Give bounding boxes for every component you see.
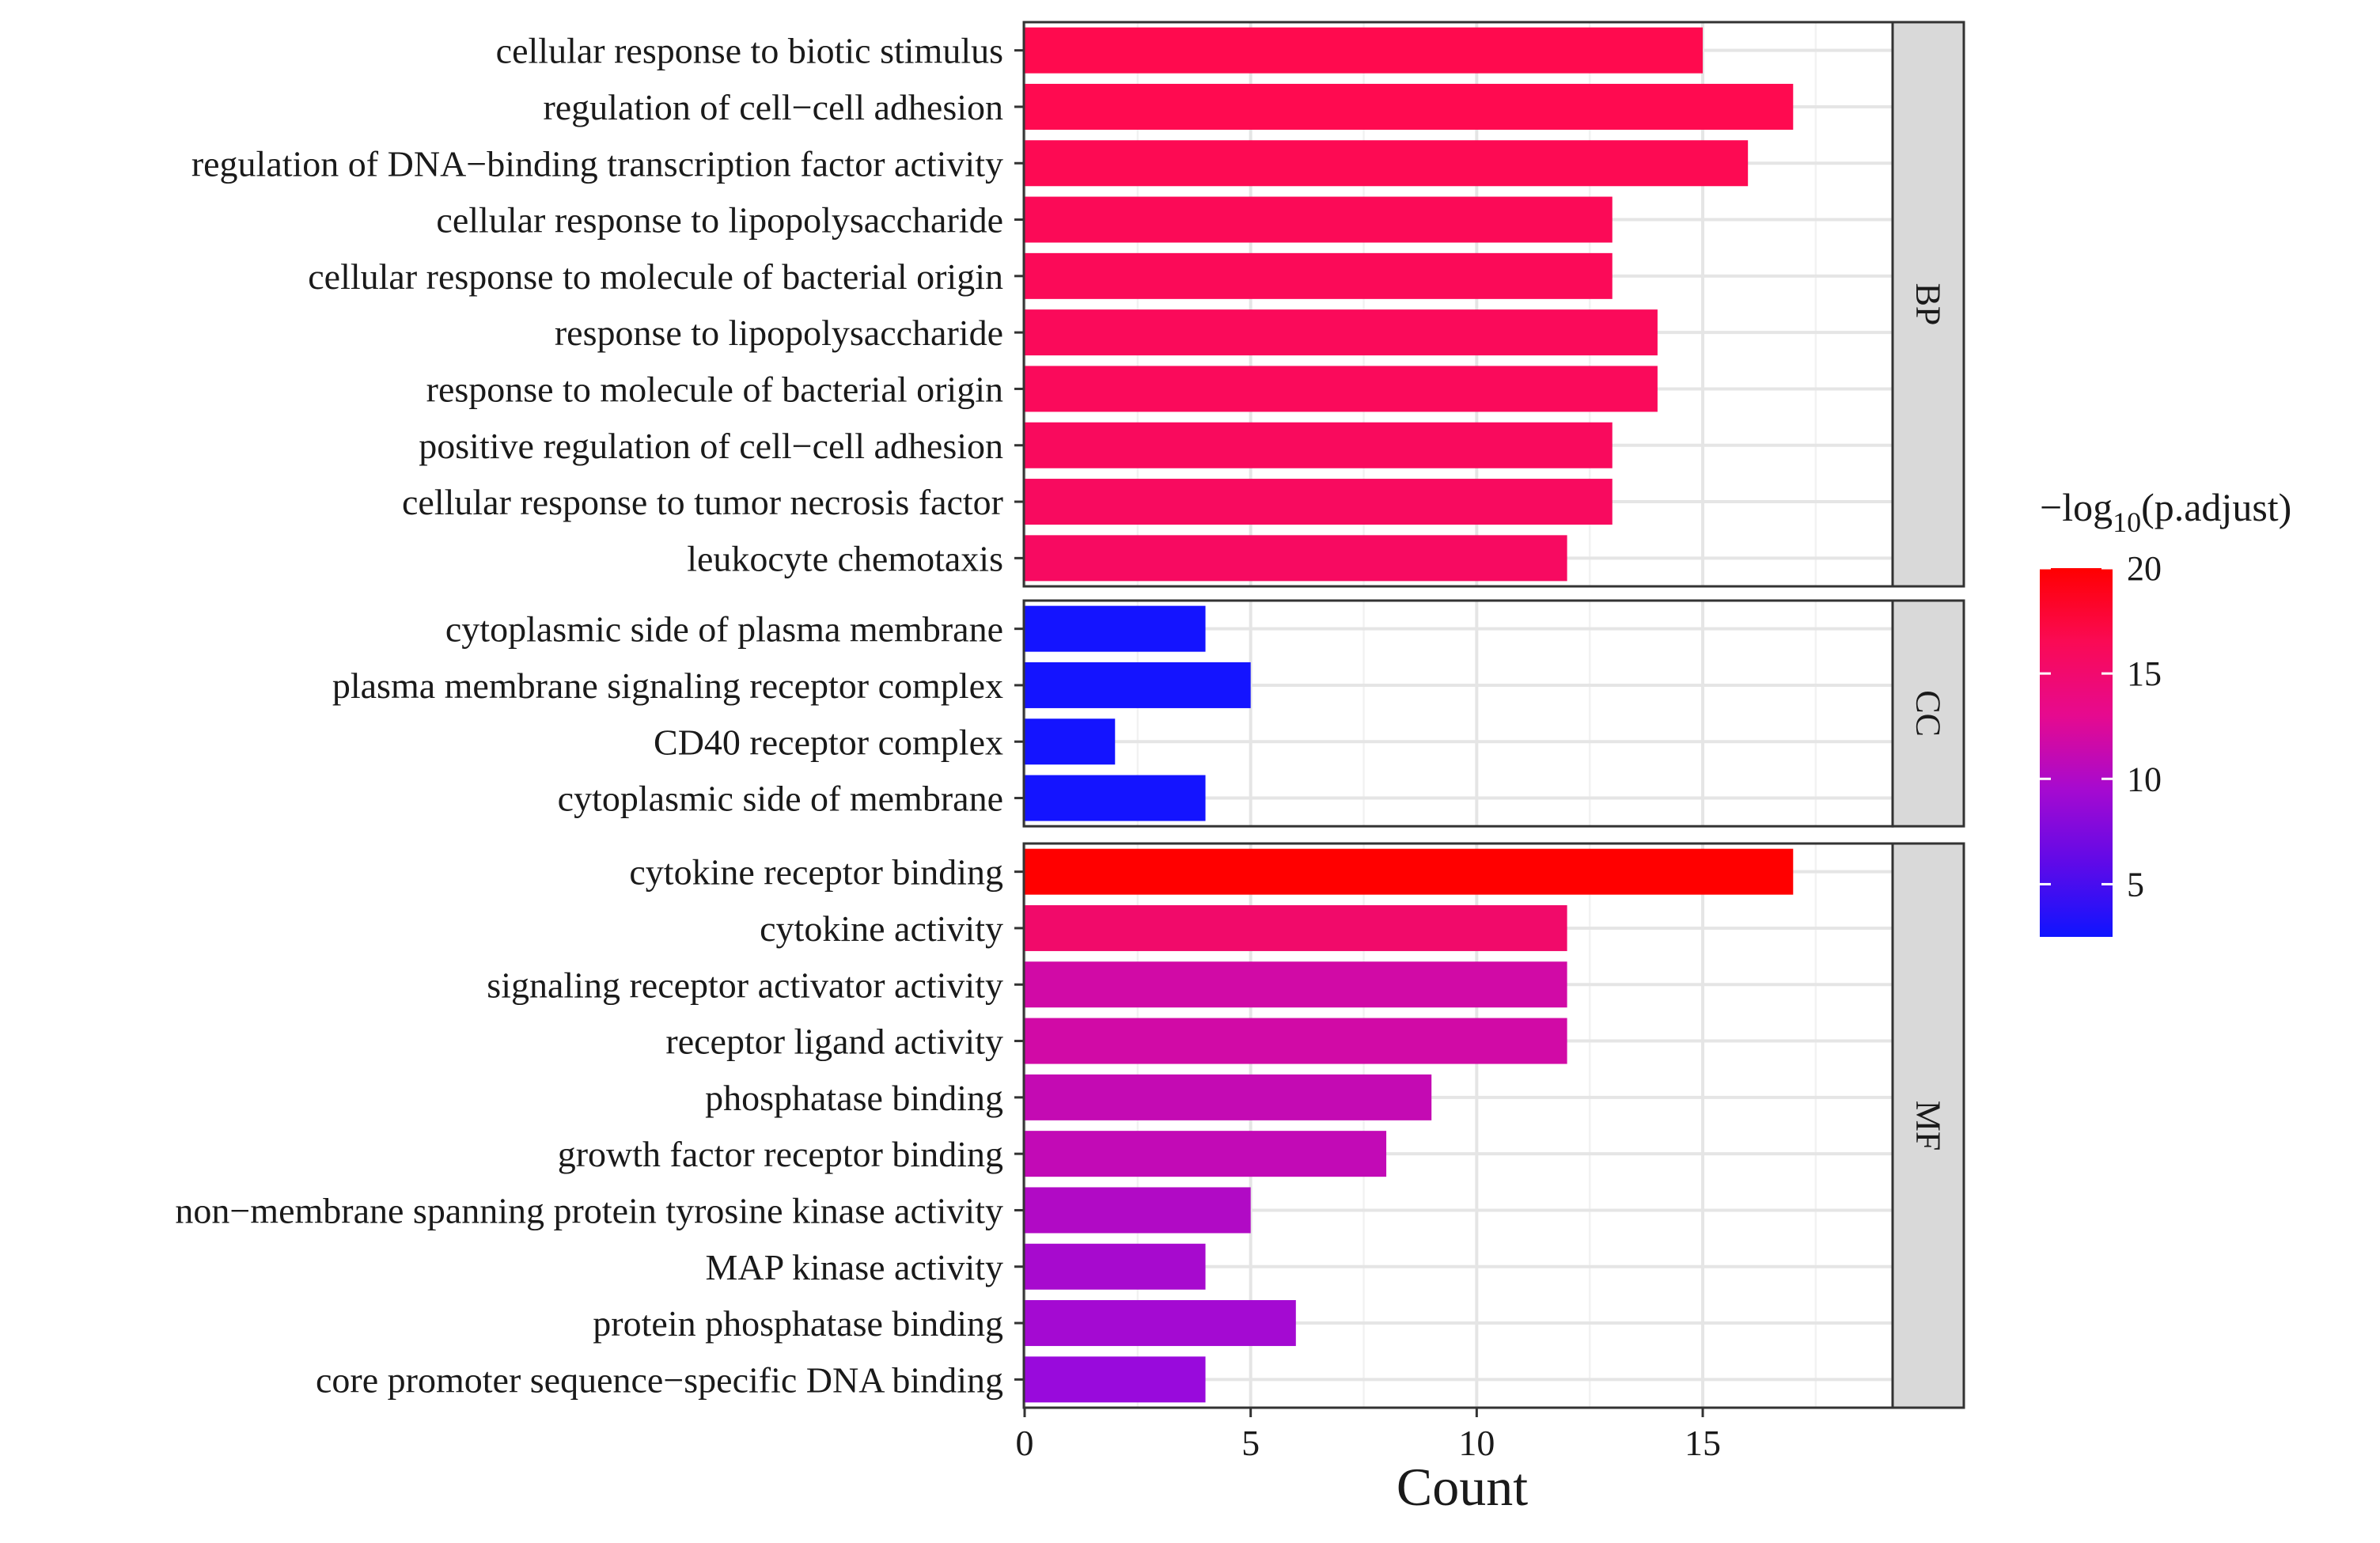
bar-cc-1	[1025, 662, 1251, 708]
y-tick-label: leukocyte chemotaxis	[687, 538, 1003, 578]
x-tick-label: 15	[1685, 1423, 1721, 1463]
facet-panel-mf: cytokine receptor binding cytokine activi…	[175, 842, 1965, 1409]
y-tick-label: regulation of cell−cell adhesion	[543, 87, 1003, 127]
bar-bp-9	[1025, 535, 1567, 582]
y-tick-label: phosphatase binding	[705, 1078, 1003, 1118]
y-tick-label: regulation of DNA−binding transcription …	[191, 143, 1003, 184]
facet-strip-label: CC	[1909, 690, 1948, 737]
y-tick-label: cellular response to molecule of bacteri…	[308, 256, 1003, 297]
bar-mf-9	[1025, 1356, 1206, 1403]
bar-bp-5	[1025, 309, 1658, 356]
legend-tick-label: 10	[2127, 760, 2162, 798]
bar-bp-4	[1025, 252, 1613, 299]
bar-bp-7	[1025, 422, 1613, 468]
y-tick-label: growth factor receptor binding	[558, 1134, 1003, 1174]
legend-colorbar	[2040, 568, 2113, 937]
y-tick-label: cytokine activity	[760, 908, 1003, 949]
bar-bp-3	[1025, 196, 1613, 243]
legend-title-suffix: (p.adjust)	[2141, 485, 2291, 529]
y-tick-label: response to molecule of bacterial origin	[426, 369, 1003, 409]
y-tick-label: positive regulation of cell−cell adhesio…	[419, 426, 1003, 466]
x-tick-label: 0	[1016, 1423, 1034, 1463]
facet-panel-bp: cellular response to biotic stimulus regu…	[191, 21, 1965, 588]
bar-bp-0	[1025, 27, 1704, 74]
y-tick-label: cytoplasmic side of membrane	[558, 779, 1003, 819]
bar-mf-4	[1025, 1074, 1432, 1120]
bar-mf-0	[1025, 848, 1794, 895]
y-tick-label: cellular response to biotic stimulus	[496, 31, 1003, 71]
facet-panel-cc: cytoplasmic side of plasma membrane plasm…	[332, 599, 1965, 828]
facet-panels: cellular response to biotic stimulus regu…	[175, 21, 1965, 1409]
bar-cc-3	[1025, 775, 1206, 821]
legend-title-subscript: 10	[2113, 506, 2141, 538]
bar-mf-5	[1025, 1131, 1387, 1177]
facet-strip-label: BP	[1909, 283, 1948, 326]
y-tick-label: response to lipopolysaccharide	[555, 313, 1003, 353]
x-tick-label: 5	[1241, 1423, 1260, 1463]
bar-mf-1	[1025, 904, 1567, 951]
bar-bp-6	[1025, 366, 1658, 412]
legend-title: −log10(p.adjust)	[2040, 485, 2291, 538]
y-tick-label: cytokine receptor binding	[629, 852, 1003, 893]
y-tick-label: MAP kinase activity	[706, 1247, 1003, 1287]
facet-strip	[1891, 21, 1965, 588]
legend-tick-label: 15	[2127, 654, 2162, 693]
legend-title-prefix: −log	[2040, 485, 2113, 529]
bar-mf-2	[1025, 961, 1567, 1008]
bar-bp-2	[1025, 140, 1749, 187]
bar-bp-8	[1025, 479, 1613, 525]
bar-cc-2	[1025, 718, 1116, 765]
legend-ticks: 5 10 15 20	[2040, 549, 2162, 904]
bar-mf-7	[1025, 1243, 1206, 1290]
y-tick-label: non−membrane spanning protein tyrosine k…	[175, 1190, 1003, 1230]
y-tick-label: plasma membrane signaling receptor compl…	[332, 665, 1003, 706]
y-tick-label: protein phosphatase binding	[593, 1303, 1003, 1344]
x-axis-label: Count	[1397, 1457, 1528, 1517]
bar-bp-1	[1025, 83, 1794, 130]
y-tick-label: cellular response to lipopolysaccharide	[436, 200, 1003, 241]
x-tick-label: 10	[1458, 1423, 1495, 1463]
bar-mf-6	[1025, 1187, 1251, 1234]
y-tick-label: cellular response to tumor necrosis fact…	[402, 482, 1003, 522]
facet-strip-label: MF	[1909, 1101, 1948, 1151]
y-tick-label: cytoplasmic side of plasma membrane	[445, 609, 1003, 650]
facet-strip	[1891, 599, 1965, 828]
y-tick-label: signaling receptor activator activity	[487, 965, 1003, 1005]
y-tick-label: receptor ligand activity	[665, 1022, 1003, 1062]
x-axis: 0 5 10 15	[1016, 1408, 1721, 1463]
legend-tick-label: 5	[2127, 865, 2144, 904]
y-tick-label: core promoter sequence−specific DNA bind…	[316, 1359, 1003, 1400]
bar-mf-3	[1025, 1018, 1567, 1064]
legend-tick-label: 20	[2127, 549, 2162, 588]
y-tick-label: CD40 receptor complex	[654, 722, 1003, 762]
bar-mf-8	[1025, 1300, 1296, 1347]
bar-cc-0	[1025, 605, 1206, 652]
facet-strip	[1891, 842, 1965, 1409]
